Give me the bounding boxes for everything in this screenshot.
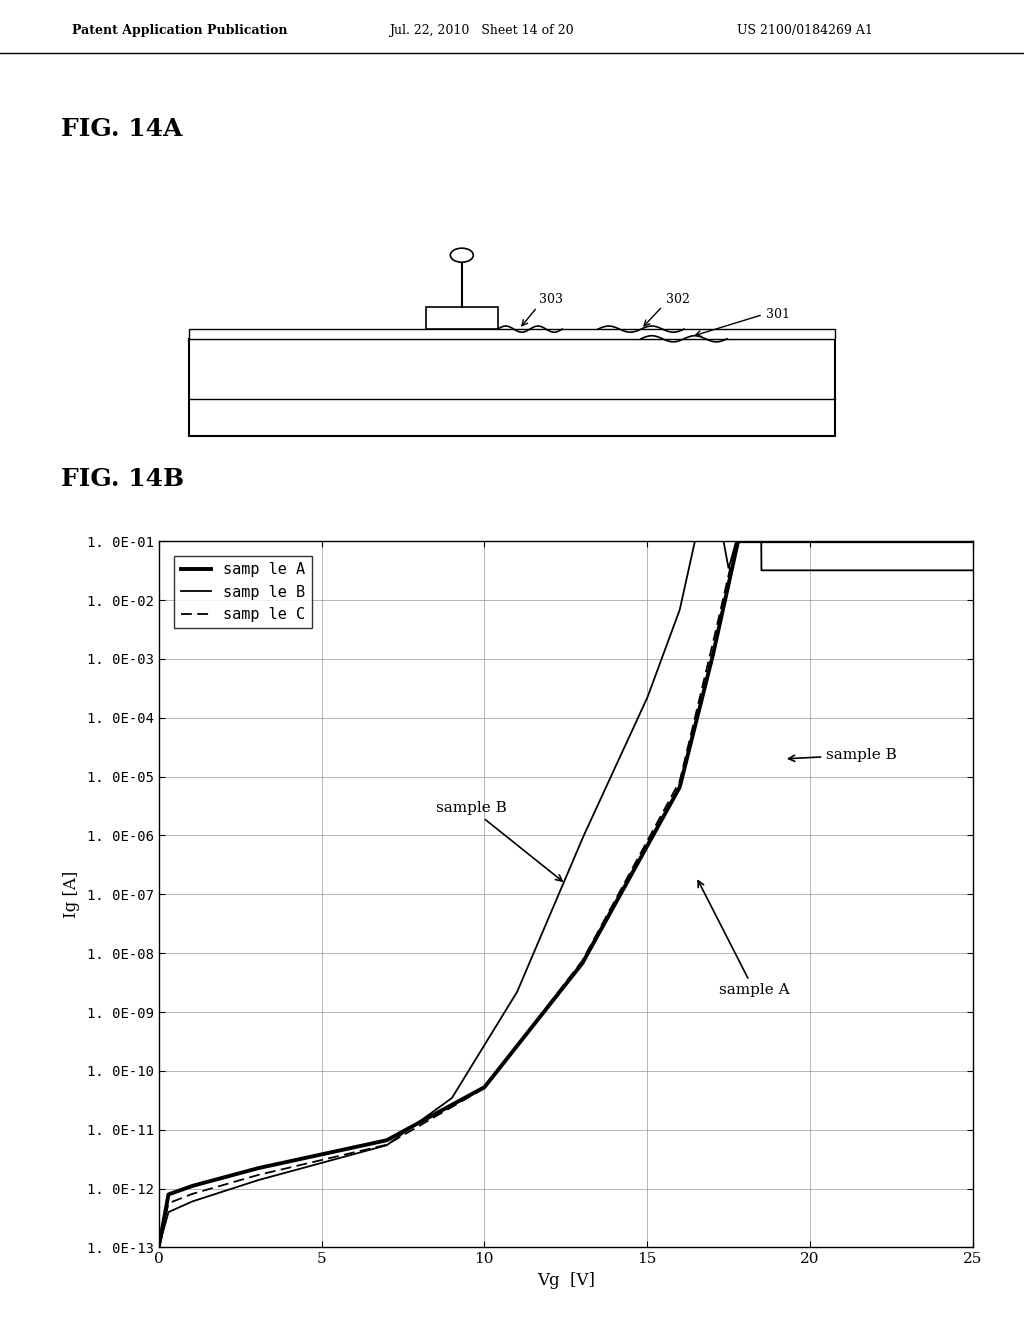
sample A [153,1239,165,1255]
sample A [195,1176,207,1192]
Bar [189,339,835,436]
Text: 303: 303 [540,293,563,306]
sample C [526,1018,539,1034]
sample C [153,1239,165,1255]
Text: sample A: sample A [698,880,790,998]
Text: 302: 302 [666,293,690,306]
X-axis label: Vg  [V]: Vg [V] [537,1271,595,1288]
Bar [426,308,498,329]
Legend: samp le A, samp le B, samp le C: samp le A, samp le B, samp le C [174,556,311,628]
sample B [967,562,979,578]
sample B [195,1191,207,1206]
Line: sample B: sample B [159,500,973,1247]
sample A [549,990,561,1006]
Text: FIG. 14A: FIG. 14A [61,116,183,141]
sample A [967,533,979,549]
sample A [943,533,955,549]
sample C [943,525,955,541]
sample B [794,562,806,578]
Text: FIG. 14B: FIG. 14B [61,466,184,491]
Line: sample A: sample A [159,541,973,1247]
sample C [732,525,744,541]
sample A [732,533,744,549]
sample A [943,533,955,549]
sample B [526,946,539,962]
sample C [943,525,955,541]
Text: sample B: sample B [788,748,897,762]
sample C [794,525,806,541]
Y-axis label: Ig [A]: Ig [A] [62,871,80,917]
sample C [549,989,561,1005]
sample B [698,492,711,508]
sample B [153,1239,165,1255]
Bar [189,329,835,339]
Text: sample B: sample B [435,801,562,880]
Line: sample C: sample C [159,533,973,1247]
sample C [967,525,979,541]
Text: Jul. 22, 2010   Sheet 14 of 20: Jul. 22, 2010 Sheet 14 of 20 [389,24,573,37]
sample A [526,1018,539,1034]
sample B [943,562,955,578]
sample C [195,1184,207,1200]
sample B [943,562,955,578]
Text: 301: 301 [766,308,791,321]
Text: US 2100/0184269 A1: US 2100/0184269 A1 [737,24,873,37]
Circle shape [451,248,473,263]
sample B [549,896,561,912]
sample A [794,533,806,549]
Text: Patent Application Publication: Patent Application Publication [72,24,287,37]
